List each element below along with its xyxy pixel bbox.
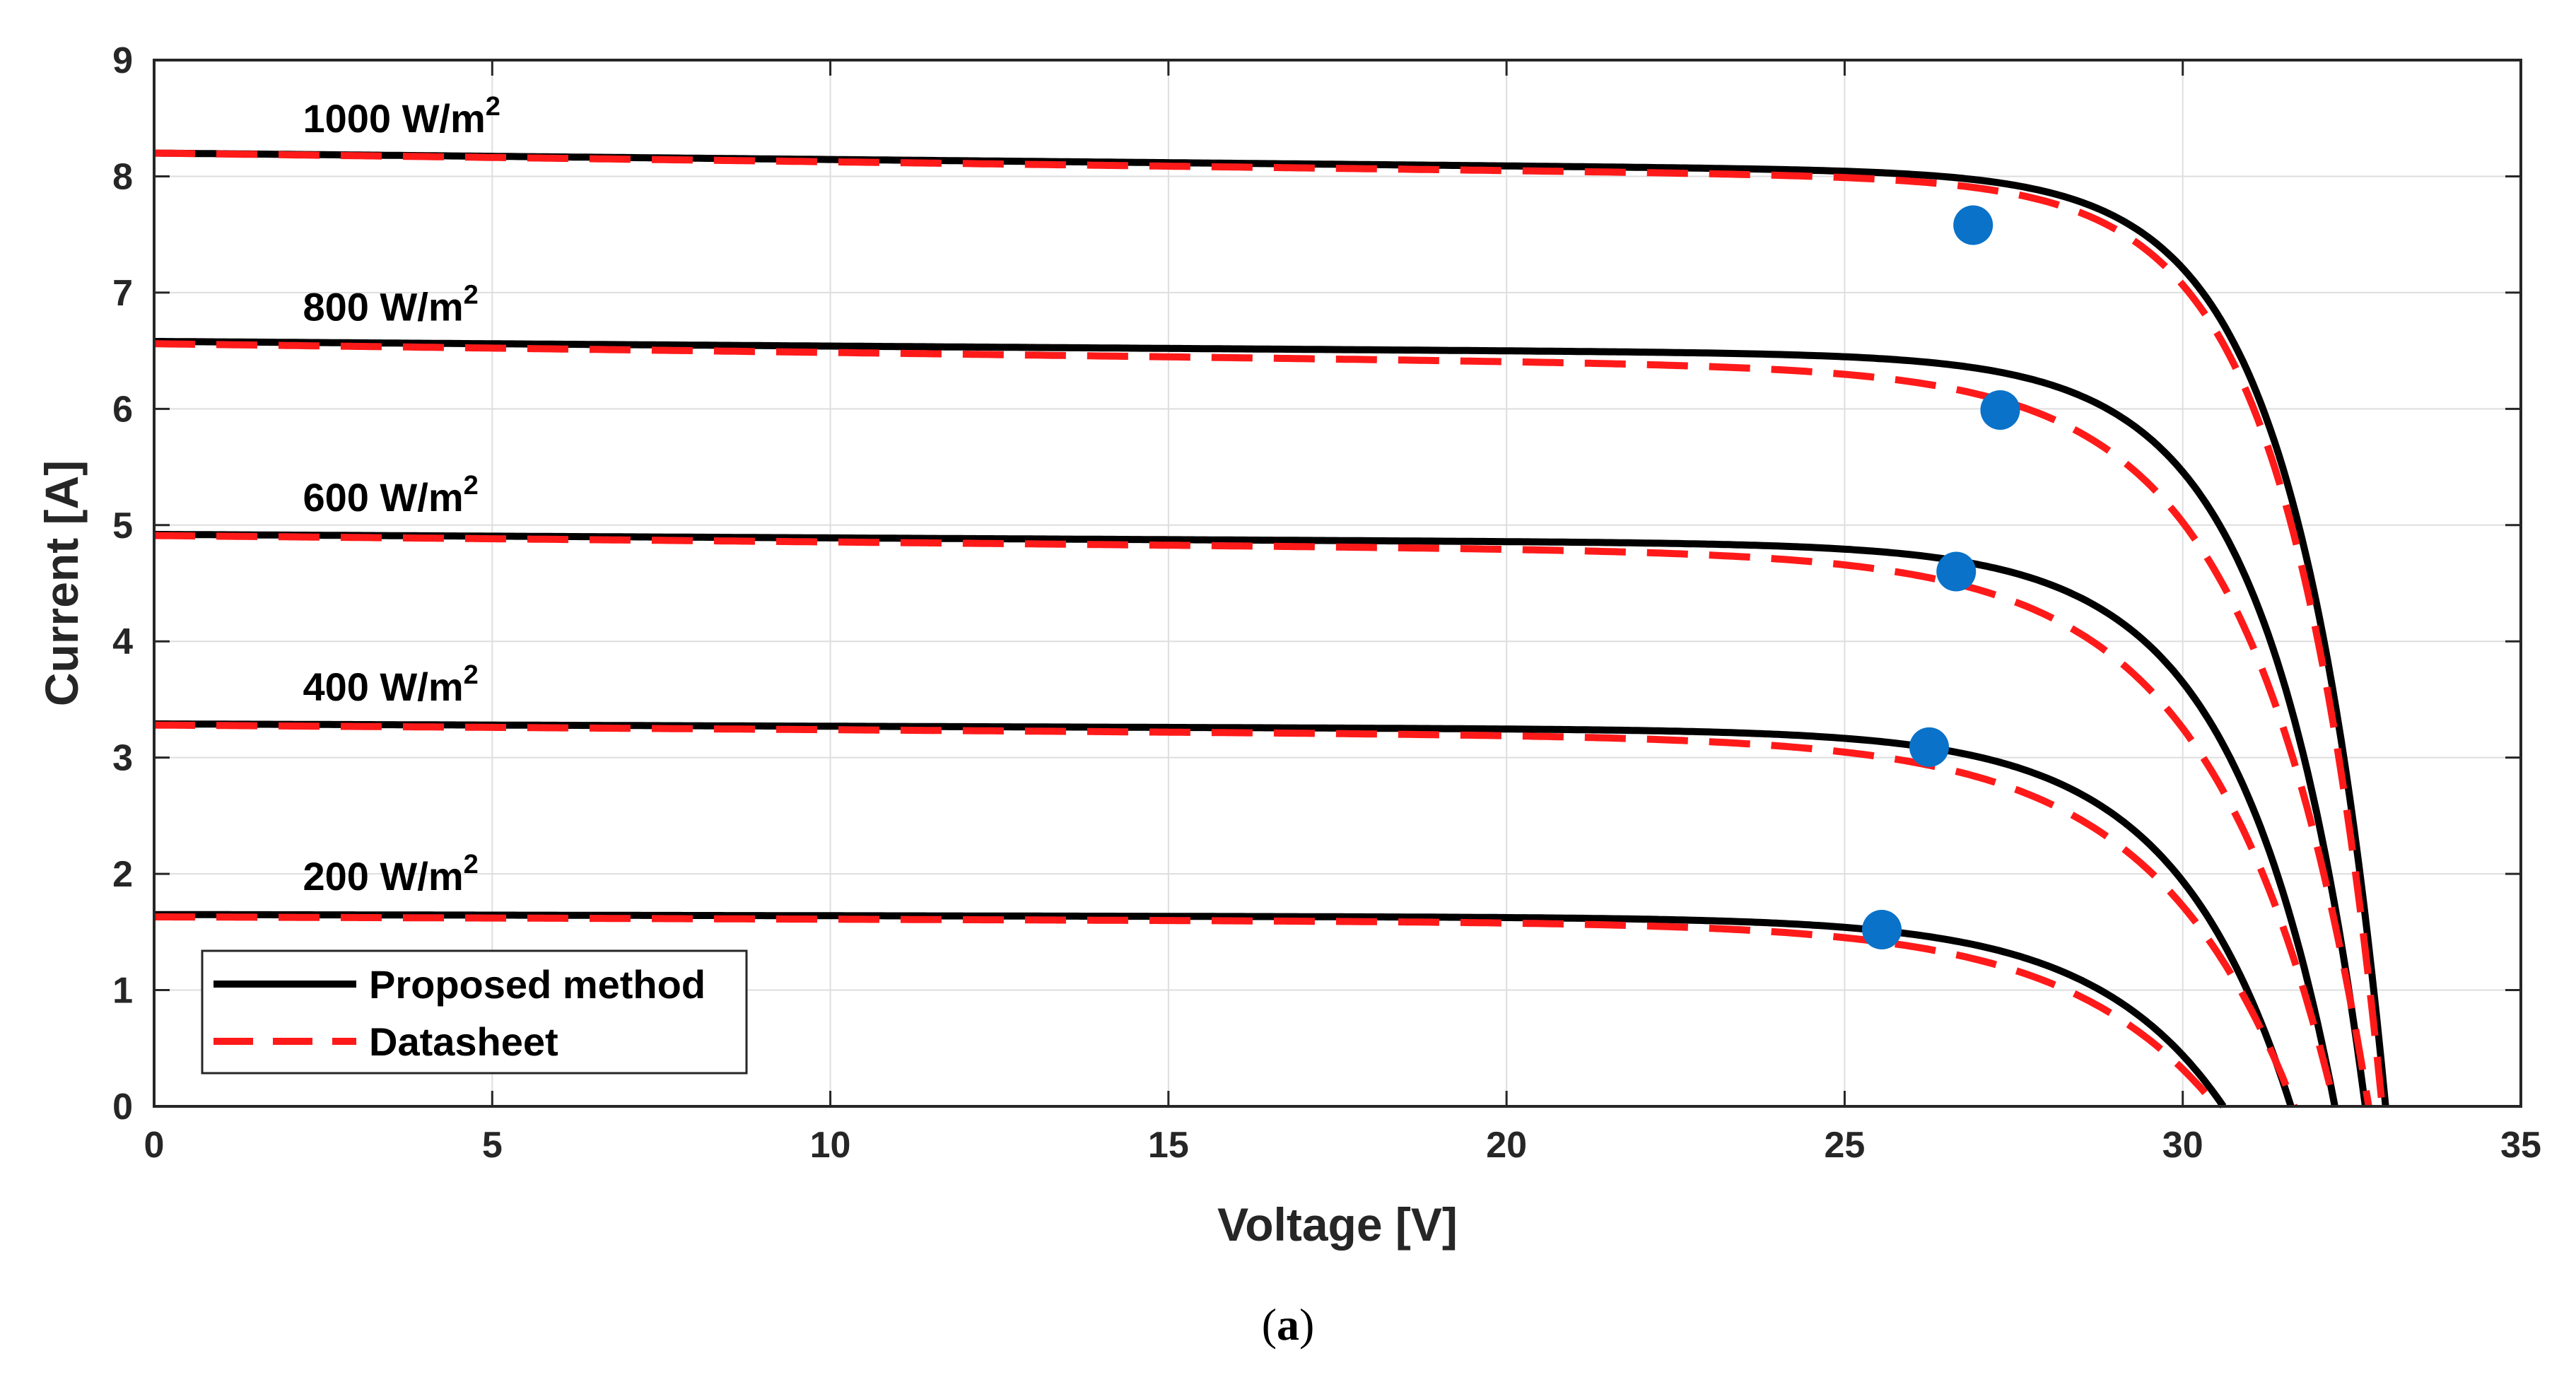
caption-letter: a bbox=[1277, 1299, 1299, 1350]
mpp-point-4 bbox=[1862, 910, 1902, 950]
y-tick-label: 4 bbox=[112, 621, 133, 662]
datasheet-curve-3 bbox=[153, 721, 2298, 1108]
y-tick-label: 2 bbox=[112, 854, 133, 895]
legend: Proposed method Datasheet bbox=[201, 949, 748, 1075]
x-tick-label: 20 bbox=[1486, 1125, 1527, 1166]
x-tick-label: 15 bbox=[1148, 1125, 1189, 1166]
mpp-point-1 bbox=[1980, 390, 2020, 430]
irradiance-label-superscript: 2 bbox=[464, 850, 479, 879]
y-tick-label: 1 bbox=[112, 971, 133, 1012]
datasheet-curve-2 bbox=[154, 532, 2338, 1108]
x-tick-label: 35 bbox=[2500, 1125, 2541, 1166]
axis-ticks: 0 5 10 15 20 25 30 35 0 1 2 3 4 5 6 7 8 9 bbox=[112, 40, 2541, 1166]
max-power-points bbox=[1862, 205, 2020, 950]
y-tick-label: 5 bbox=[112, 505, 133, 546]
y-tick-label: 8 bbox=[112, 156, 133, 197]
legend-box bbox=[201, 949, 748, 1075]
irradiance-label-text: 400 W/m bbox=[303, 665, 463, 709]
irradiance-label-3: 400 W/m2 bbox=[303, 660, 478, 709]
irradiance-label-text: 600 W/m bbox=[303, 475, 463, 520]
proposed-curve-0 bbox=[154, 149, 2389, 1107]
y-tick-label: 9 bbox=[112, 40, 133, 81]
caption-close-paren: ) bbox=[1299, 1299, 1314, 1350]
y-tick-label: 6 bbox=[112, 389, 133, 430]
mpp-point-2 bbox=[1936, 551, 1977, 592]
irradiance-label-2: 600 W/m2 bbox=[303, 471, 478, 520]
irradiance-label-superscript: 2 bbox=[464, 660, 479, 690]
irradiance-label-superscript: 2 bbox=[464, 471, 479, 501]
legend-datasheet-label: Datasheet bbox=[369, 1019, 558, 1064]
y-tick-label: 0 bbox=[112, 1087, 133, 1128]
proposed-curve-1 bbox=[154, 338, 2369, 1107]
irradiance-label-superscript: 2 bbox=[464, 280, 479, 310]
plot-area bbox=[154, 60, 2521, 1106]
grid-lines bbox=[154, 60, 2521, 1106]
x-tick-label: 5 bbox=[482, 1125, 503, 1166]
x-tick-label: 30 bbox=[2162, 1125, 2203, 1166]
irradiance-label-0: 1000 W/m2 bbox=[303, 92, 500, 141]
caption-open-paren: ( bbox=[1262, 1299, 1277, 1350]
mpp-point-3 bbox=[1909, 727, 1949, 767]
irradiance-label-text: 200 W/m bbox=[303, 854, 463, 899]
mpp-point-0 bbox=[1953, 205, 1994, 245]
y-axis-title: Current [A] bbox=[35, 460, 88, 706]
irradiance-label-1: 800 W/m2 bbox=[303, 280, 478, 329]
x-tick-label: 0 bbox=[144, 1125, 165, 1166]
plot-frame bbox=[153, 59, 2522, 1108]
y-tick-label: 7 bbox=[112, 273, 133, 314]
x-tick-label: 10 bbox=[810, 1125, 851, 1166]
x-tick-label: 25 bbox=[1825, 1125, 1866, 1166]
irradiance-label-4: 200 W/m2 bbox=[303, 850, 478, 899]
legend-proposed-label: Proposed method bbox=[369, 962, 706, 1007]
x-axis-title: Voltage [V] bbox=[1217, 1198, 1458, 1251]
irradiance-label-text: 800 W/m bbox=[303, 284, 463, 329]
figure-caption: (a) bbox=[1262, 1299, 1315, 1350]
irradiance-label-text: 1000 W/m bbox=[303, 96, 485, 141]
y-tick-label: 3 bbox=[112, 738, 133, 779]
irradiance-label-superscript: 2 bbox=[486, 92, 500, 122]
